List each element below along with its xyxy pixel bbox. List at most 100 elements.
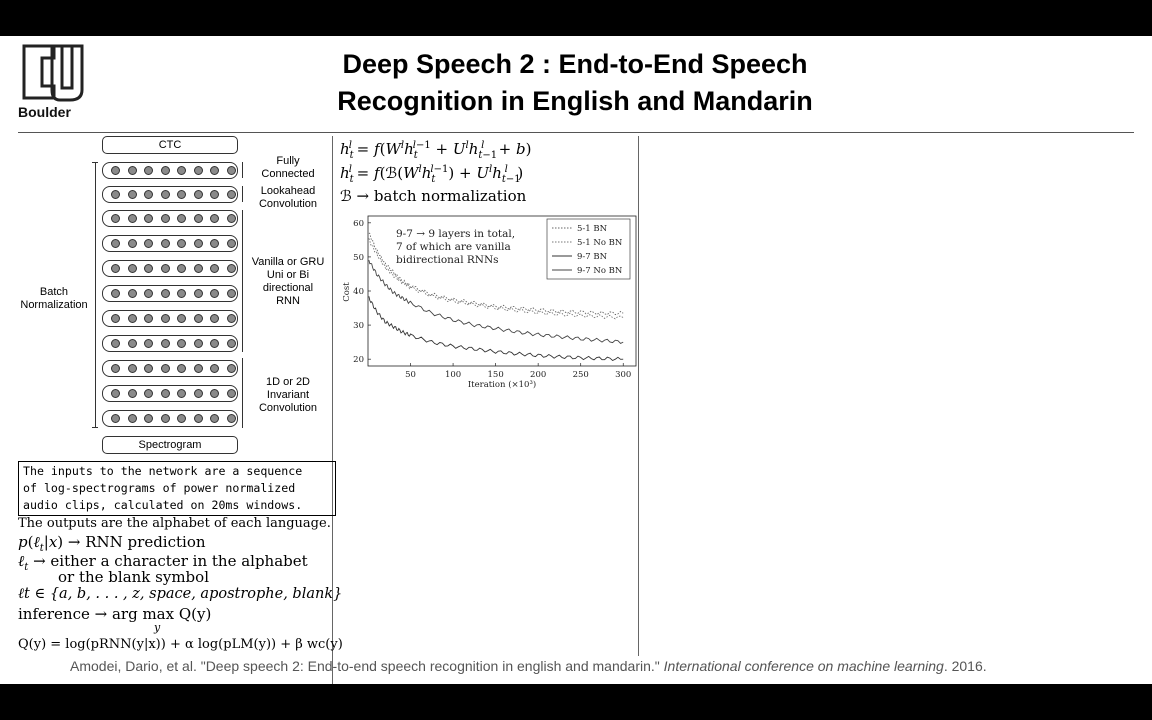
group-label-lookahead-line-1: Lookahead — [260, 185, 316, 197]
neuron-unit — [144, 214, 153, 223]
neuron-unit — [144, 190, 153, 199]
neuron-unit — [210, 289, 219, 298]
group-label-lookahead-line-2: Convolution — [258, 198, 318, 210]
neuron-unit — [127, 166, 137, 175]
y-tick-label: 20 — [353, 355, 364, 365]
title-divider — [18, 132, 1134, 133]
layer-row — [102, 385, 238, 402]
neuron-unit — [226, 314, 236, 323]
series-line-9-7-no-bn — [368, 259, 624, 344]
column-divider-right — [638, 136, 639, 656]
neuron-unit — [111, 364, 120, 373]
legend-label: 9-7 No BN — [577, 266, 623, 276]
architecture-diagram: CTC Spectrogram Batch Normalization Full… — [0, 36, 332, 456]
equation-3: ℬ → batch normalization — [340, 187, 527, 205]
neuron-unit — [160, 339, 170, 348]
column-divider-left — [332, 136, 333, 684]
group-label-convolution: 1D or 2D Invariant Convolution — [246, 376, 330, 415]
neuron-unit — [127, 339, 137, 348]
batch-norm-bracket-top — [92, 162, 98, 163]
legend-label: 9-7 BN — [577, 252, 608, 262]
neuron-unit — [111, 389, 120, 398]
neuron-unit — [160, 190, 170, 199]
x-axis-label: Iteration (×10³) — [468, 379, 536, 390]
ell-rhs: → either a character in the alphabet — [33, 552, 308, 570]
neuron-unit — [210, 364, 219, 373]
group-label-convolution-line-3: Convolution — [258, 402, 318, 414]
batch-norm-label-line-1: Batch — [39, 286, 69, 298]
neuron-unit — [210, 190, 219, 199]
neuron-unit — [193, 264, 203, 273]
x-tick-label: 100 — [445, 370, 461, 380]
annotation-line-3: bidirectional RNNs — [396, 254, 499, 266]
neuron-unit — [144, 314, 153, 323]
neuron-unit — [193, 314, 203, 323]
input-description-line-1: The inputs to the network are a sequence — [23, 464, 303, 478]
layer-row — [102, 360, 238, 377]
neuron-unit — [177, 364, 186, 373]
input-description-box: The inputs to the network are a sequence… — [18, 461, 336, 516]
layer-row — [102, 186, 238, 203]
neuron-unit — [226, 339, 236, 348]
neuron-unit — [144, 166, 153, 175]
batch-norm-bracket-bottom — [92, 427, 98, 428]
y-tick-label: 50 — [353, 253, 364, 263]
neuron-unit — [127, 389, 137, 398]
neuron-unit — [193, 389, 203, 398]
neuron-unit — [210, 166, 219, 175]
neuron-unit — [177, 214, 186, 223]
neuron-unit — [210, 339, 219, 348]
y-tick-label: 40 — [353, 287, 364, 297]
neuron-unit — [210, 239, 219, 248]
neuron-unit — [111, 414, 120, 423]
neuron-unit — [144, 339, 153, 348]
citation: Amodei, Dario, et al. "Deep speech 2: En… — [70, 658, 1090, 674]
neuron-unit — [160, 314, 170, 323]
input-description-line-2: of log-spectrograms of power normalized — [23, 481, 296, 495]
legend-frame — [546, 218, 631, 280]
inference-line: inference → arg max Q(y) — [18, 605, 212, 623]
batch-norm-bracket — [95, 162, 96, 428]
group-label-rnn-line-4: RNN — [276, 295, 300, 307]
annotation-line-1: 9-7 → 9 layers in total, — [396, 228, 515, 240]
neuron-unit — [177, 314, 186, 323]
equation-2: htl = f(ℬ(Wlhtl−1) + Ulht−1l ) — [340, 164, 524, 185]
slide: Boulder Deep Speech 2 : End-to-End Speec… — [0, 36, 1152, 684]
title-line-1: Deep Speech 2 : End-to-End Speech — [342, 49, 808, 79]
neuron-unit — [127, 314, 137, 323]
neuron-unit — [177, 414, 186, 423]
group-label-convolution-line-2: Invariant — [266, 389, 310, 401]
objective-line: Q(y) = log(pRNN(y|x)) + α log(pLM(y)) + … — [18, 637, 343, 652]
x-tick-label: 50 — [405, 370, 416, 380]
neuron-unit — [160, 214, 170, 223]
bracket-lookahead — [242, 186, 243, 202]
layer-row — [102, 235, 238, 252]
layer-row — [102, 285, 238, 302]
group-label-rnn-line-1: Vanilla or GRU — [251, 256, 325, 268]
x-tick-label: 300 — [615, 370, 631, 380]
neuron-unit — [144, 389, 153, 398]
neuron-unit — [144, 264, 153, 273]
neuron-unit — [177, 389, 186, 398]
neuron-unit — [226, 264, 236, 273]
neuron-unit — [210, 389, 219, 398]
series-line-5-1-bn — [368, 232, 624, 316]
neuron-unit — [193, 214, 203, 223]
neuron-unit — [160, 389, 170, 398]
neuron-unit — [160, 264, 170, 273]
ell-line-2: or the blank symbol — [58, 568, 209, 586]
title-line-2: Recognition in English and Mandarin — [337, 86, 813, 116]
neuron-unit — [127, 264, 137, 273]
neuron-unit — [111, 166, 120, 175]
layer-row — [102, 162, 238, 179]
bracket-fully-connected — [242, 162, 243, 178]
neuron-unit — [111, 190, 120, 199]
neuron-unit — [111, 339, 120, 348]
neuron-unit — [193, 364, 203, 373]
neuron-unit — [111, 214, 120, 223]
citation-plain: Amodei, Dario, et al. "Deep speech 2: En… — [70, 658, 664, 674]
neuron-unit — [144, 239, 153, 248]
citation-tail: . 2016. — [943, 658, 987, 674]
group-label-convolution-line-1: 1D or 2D — [265, 376, 311, 388]
group-label-fully-connected-line-2: Connected — [261, 168, 315, 180]
